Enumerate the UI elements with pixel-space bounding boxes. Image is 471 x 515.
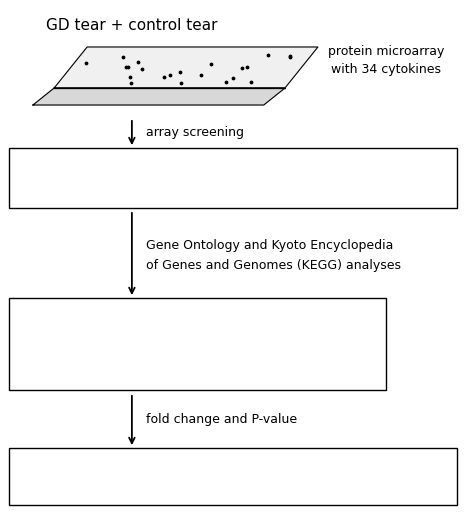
FancyBboxPatch shape: [9, 448, 457, 505]
Text: biological processes (GO_BP): biological processes (GO_BP): [24, 312, 217, 325]
Point: [238, 63, 246, 72]
Polygon shape: [54, 47, 318, 88]
Point: [247, 78, 255, 86]
Point: [119, 53, 127, 61]
Point: [160, 73, 168, 81]
Point: [166, 71, 174, 79]
Text: other important pathways: other important pathways: [24, 363, 198, 376]
Text: array screening: array screening: [146, 127, 244, 140]
Text: GD tear + control tear: GD tear + control tear: [46, 18, 218, 33]
Point: [207, 60, 214, 68]
Point: [127, 79, 135, 87]
Point: [229, 74, 236, 82]
Point: [124, 63, 131, 71]
Polygon shape: [33, 88, 285, 105]
Point: [222, 78, 230, 86]
Point: [134, 57, 142, 65]
Point: [127, 73, 134, 81]
Point: [286, 52, 294, 60]
Point: [286, 53, 294, 61]
Text: molecular functions (GO_MF): molecular functions (GO_MF): [24, 337, 217, 351]
Text: fold change and P-value: fold change and P-value: [146, 414, 297, 426]
Point: [177, 67, 184, 76]
Text: protein microarray
with 34 cytokines: protein microarray with 34 cytokines: [328, 44, 445, 76]
Text: Gene Ontology and Kyoto Encyclopedia: Gene Ontology and Kyoto Encyclopedia: [146, 238, 393, 251]
Point: [197, 71, 205, 79]
Text: (10 ones up-regulated+3 ones down-regulated): (10 ones up-regulated+3 ones down-regula…: [19, 186, 301, 199]
Text: of Genes and Genomes (KEGG) analyses: of Genes and Genomes (KEGG) analyses: [146, 259, 401, 271]
FancyBboxPatch shape: [9, 148, 457, 208]
Point: [177, 79, 185, 87]
Text: CD40 and CD40L: CD40 and CD40L: [176, 482, 295, 496]
Point: [122, 63, 130, 71]
Point: [244, 63, 251, 71]
FancyBboxPatch shape: [9, 298, 386, 390]
Point: [138, 64, 146, 73]
Point: [264, 50, 272, 59]
Point: [83, 59, 90, 67]
Text: 13 proteins expressed differently: 13 proteins expressed differently: [19, 160, 249, 174]
Text: two cytokines differentially expressed: two cytokines differentially expressed: [104, 458, 367, 472]
